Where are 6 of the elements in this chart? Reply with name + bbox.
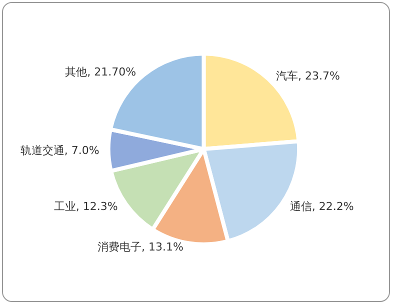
slice-label: 其他, 21.70% <box>65 65 136 78</box>
slice-label: 工业, 12.3% <box>54 200 118 214</box>
slice-label: 汽车, 23.7% <box>276 69 340 82</box>
slice-label: 消费电子, 13.1% <box>98 240 184 254</box>
slice-label: 轨道交通, 7.0% <box>20 144 100 157</box>
slice-label: 通信, 22.2% <box>290 200 354 213</box>
